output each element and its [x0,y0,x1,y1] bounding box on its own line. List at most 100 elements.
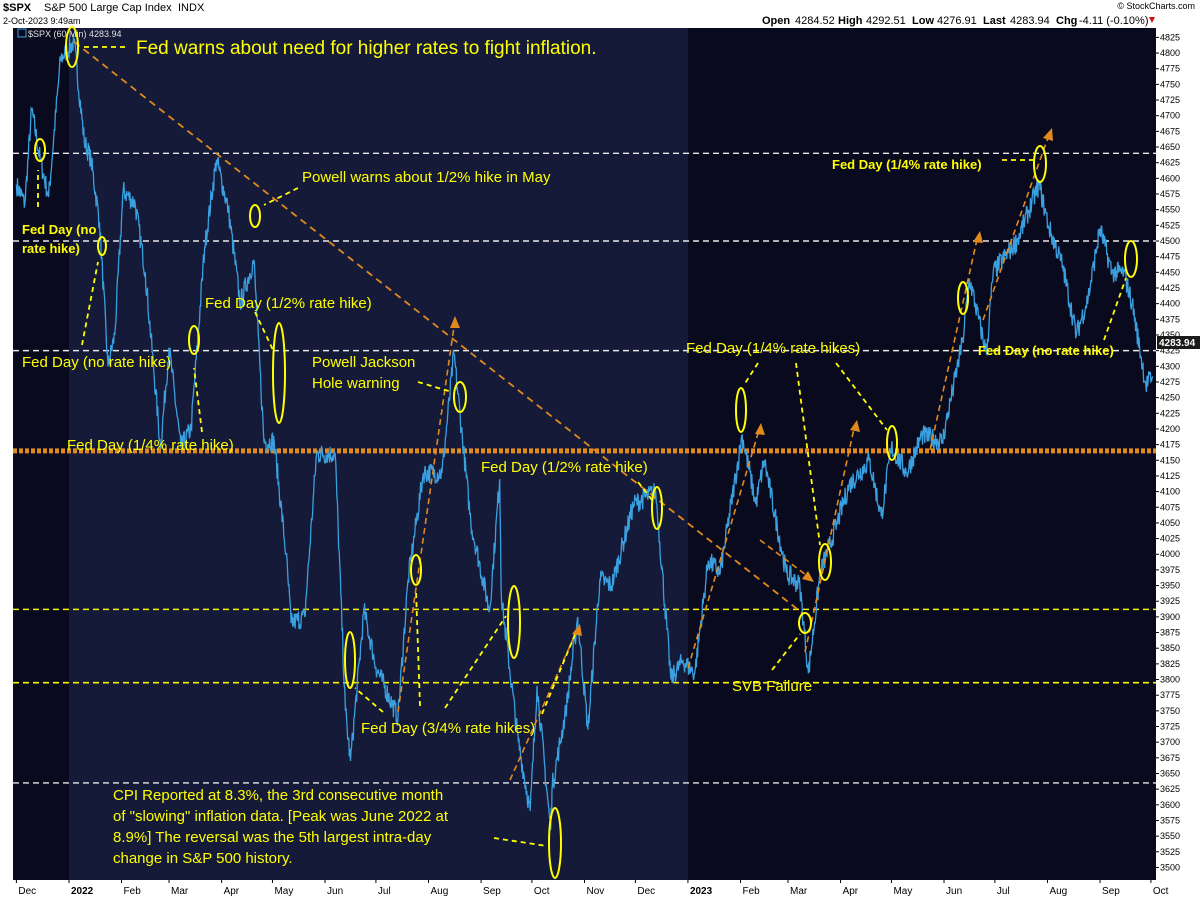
event-ellipse [651,486,663,530]
annotation-cpi-line-4: change in S&P 500 history. [113,850,293,867]
pointer-line [444,615,507,709]
y-tick-label: 4725 [1160,95,1180,105]
y-tick-label: 3600 [1160,800,1180,810]
orange-arrow-line [929,234,979,451]
y-tick-label: 3975 [1160,565,1180,575]
y-tick-label: 3700 [1160,737,1180,747]
y-tick-label: 4350 [1160,330,1180,340]
y-tick-label: 3500 [1160,862,1180,872]
y-tick-label: 3725 [1160,722,1180,732]
y-tick-label: 3625 [1160,784,1180,794]
chg-value: -4.11 (-0.10%) [1079,15,1149,27]
annotation-cpi-line-2: of "slowing" inflation data. [Peak was J… [113,808,449,825]
annotation-fed-quarter-hikes: Fed Day (1/4% rate hikes) [686,340,860,357]
x-tick-label: May [893,886,912,897]
header-exchange: INDX [178,2,205,14]
y-tick-label: 4225 [1160,408,1180,418]
y-tick-label: 4600 [1160,173,1180,183]
y-tick-label: 3575 [1160,815,1180,825]
low-label: Low [912,15,934,27]
pointer-line [415,589,421,707]
event-ellipse [272,322,286,424]
annotation-cpi-line-3: 8.9%] The reversal was the 5th largest i… [113,829,432,846]
chart-header-bar [0,0,1200,14]
last-label: Last [983,15,1006,27]
pointer-line [417,381,453,393]
y-tick-label: 3875 [1160,628,1180,638]
pointer-line [263,187,299,206]
pointer-line [254,311,274,351]
y-tick-label: 4075 [1160,502,1180,512]
event-ellipse [97,236,107,256]
annotation-svb: SVB Failure [732,678,812,695]
ohlc-readout: Open 4284.52 High 4292.51 Low 4276.91 La… [762,15,1155,27]
last-price-badge-bg [1157,336,1200,349]
x-tick-label: Oct [534,886,550,897]
y-tick-label: 4100 [1160,487,1180,497]
annotation-fed-quarter-2: Fed Day (1/4% rate hike) [832,157,982,172]
y-tick-label: 3650 [1160,769,1180,779]
event-ellipse [1033,145,1047,183]
y-tick-label: 4575 [1160,189,1180,199]
x-tick-label: Aug [1049,886,1067,897]
annotation-pointers [37,46,1127,847]
arrowhead-icon [850,420,860,432]
annotation-powell-jh-a: Powell Jackson [312,354,415,371]
x-tick-label: 2023 [690,886,713,897]
y-tick-label: 3900 [1160,612,1180,622]
last-price-badge: 4283.94 [1157,336,1200,349]
event-ellipse [507,585,521,659]
annotation-cpi-line-1: CPI Reported at 8.3%, the 3rd consecutiv… [113,787,443,804]
y-tick-label: 4275 [1160,377,1180,387]
arrowhead-icon [802,571,814,582]
annotation-powell-jh-b: Hole warning [312,375,400,392]
event-ellipse [453,381,467,413]
pointer-line [795,362,821,546]
x-tick-label: Apr [843,886,859,897]
x-tick-label: Oct [1153,886,1169,897]
x-tick-label: 2022 [71,886,94,897]
y-tick-label: 4800 [1160,48,1180,58]
x-tick-label: Sep [1102,886,1120,897]
arrowhead-icon [973,231,983,243]
y-tick-label: 4675 [1160,126,1180,136]
y-tick-label: 4025 [1160,534,1180,544]
event-ellipse [886,425,898,461]
y-tick-label: 3825 [1160,659,1180,669]
x-tick-label: Nov [587,886,605,897]
y-tick-label: 3525 [1160,847,1180,857]
orange-arrow-line [759,539,811,579]
x-tick-label: Sep [483,886,501,897]
y-tick-label: 4475 [1160,252,1180,262]
y-tick-label: 4325 [1160,346,1180,356]
orange-arrow-line [687,426,761,669]
orange-arrowheads [450,128,1053,636]
annotation-fed-half-1: Fed Day (1/2% rate hike) [205,295,372,312]
annotation-fed-warns: Fed warns about need for higher rates to… [136,38,597,59]
y-tick-label: 4700 [1160,111,1180,121]
x-tick-label: Apr [224,886,240,897]
event-ellipse [735,387,747,433]
trendlines [73,41,804,615]
y-tick-label: 3800 [1160,675,1180,685]
event-ellipse [548,807,562,879]
event-ellipse [1124,240,1138,278]
x-tick-label: Jul [378,886,391,897]
y-axis: 3500 3525 3550 3575 3600 3625 3650 3675 3700 3725… [1156,32,1180,872]
event-ellipse [410,554,422,586]
downtrend-line [73,41,804,615]
orange-arrows [397,131,1051,781]
y-tick-label: 4300 [1160,361,1180,371]
annotations: Fed warns about need for higher rates to… [22,38,1114,867]
y-tick-label: 4150 [1160,455,1180,465]
y-tick-label: 3750 [1160,706,1180,716]
orange-arrow-line [804,423,856,653]
event-ellipse [65,26,79,68]
y-tick-label: 4825 [1160,32,1180,42]
header-date: 2-Oct-2023 9:49am [3,16,81,26]
event-markers [34,26,1138,879]
high-value: 4292.51 [866,15,906,27]
y-tick-label: 4400 [1160,299,1180,309]
event-ellipse [249,204,261,228]
